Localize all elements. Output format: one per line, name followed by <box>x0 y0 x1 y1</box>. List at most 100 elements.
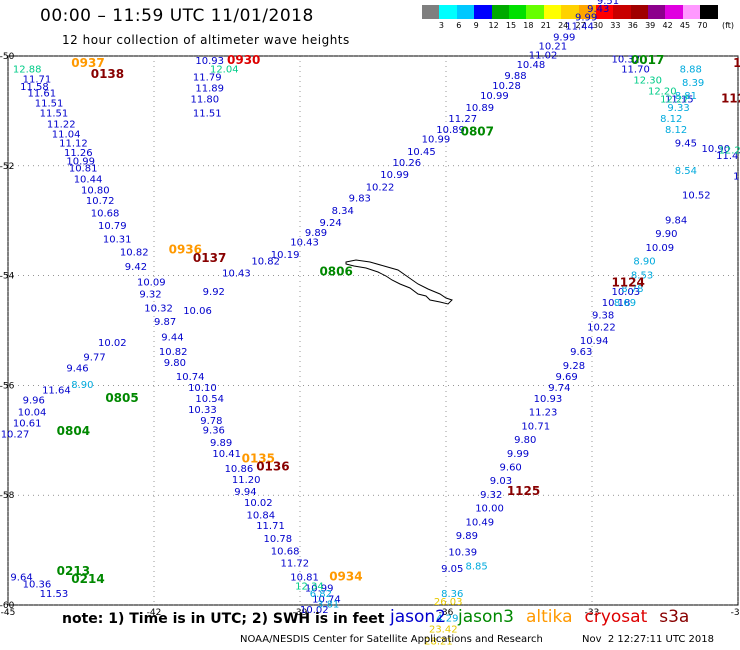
wave-height-label: 26.03 <box>434 597 463 608</box>
wave-height-label: 9.87 <box>154 317 176 328</box>
wave-height-label: 23.42 <box>429 624 458 635</box>
wave-height-label: 10.90 <box>702 144 731 155</box>
color-scale-cell <box>439 5 457 19</box>
wave-height-label: 10.43 <box>222 269 251 280</box>
pass-time-label: 0136 <box>256 459 289 473</box>
color-scale-cell <box>578 5 596 19</box>
wave-height-label: 10.18 <box>602 298 631 309</box>
wave-height-label: 10.81 <box>290 572 319 583</box>
color-scale-unit: (ft) <box>722 21 735 30</box>
color-scale-label: 39 <box>645 21 656 30</box>
x-tick-label: -30 <box>731 608 740 618</box>
pass-time-label: 1124 <box>611 276 644 290</box>
wave-height-label: 10.94 <box>580 336 609 347</box>
wave-height-label: 9.69 <box>556 372 578 383</box>
wave-height-label: 9.28 <box>563 361 585 372</box>
pass-time-label: 0807 <box>461 125 494 139</box>
color-scale-label: 30 <box>592 21 604 30</box>
wave-height-label: 10.48 <box>517 60 546 71</box>
color-scale-label: 15 <box>505 21 517 30</box>
wave-height-label: 8.36 <box>441 589 463 600</box>
color-scale-label: 33 <box>610 21 621 30</box>
wave-height-label: 10.33 <box>188 405 217 416</box>
wave-height-label: 10.99 <box>480 91 509 102</box>
color-scale-cell <box>526 5 544 19</box>
color-scale-label: 21 <box>540 21 551 30</box>
pass-time-label: 0138 <box>91 67 124 81</box>
wave-height-label: 10.74 <box>312 594 341 605</box>
color-scale-cell <box>491 5 509 19</box>
pass-time-label: 0804 <box>57 424 90 438</box>
wave-height-label: 9.64 <box>10 572 32 583</box>
color-scale-cell <box>422 5 440 19</box>
pass-time-label: 113 <box>733 56 740 70</box>
wave-height-label: 12.34 <box>295 582 324 593</box>
wave-height-label: 10.78 <box>264 534 293 545</box>
wave-height-label: 9.05 <box>441 564 463 575</box>
color-scale-bar <box>422 5 718 19</box>
wave-height-label: 9.96 <box>23 396 45 407</box>
pass-time-label: 1125 <box>507 484 540 498</box>
color-scale-label: 12 <box>488 21 499 30</box>
x-tick-label: -45 <box>1 608 16 618</box>
wave-height-label: 10.72 <box>86 196 115 207</box>
wave-height-label: 10.45 <box>407 147 436 158</box>
wave-height-label: 9.38 <box>592 310 614 321</box>
wave-height-label: 11.71 <box>23 74 52 85</box>
wave-height-label: 9.46 <box>66 364 88 375</box>
color-scale-label: 24 <box>558 21 569 30</box>
wave-height-label: 10.22 <box>366 183 395 194</box>
wave-height-label: 11.61 <box>27 89 56 100</box>
chart-subtitle: 12 hour collection of altimeter wave hei… <box>62 33 350 47</box>
color-scale-label: 42 <box>662 21 673 30</box>
wave-height-label: 9.99 <box>553 33 575 44</box>
wave-height-label: 9.94 <box>234 487 256 498</box>
wave-height-label: 10.26 <box>392 158 421 169</box>
color-scale-cell <box>474 5 492 19</box>
color-scale-cell <box>613 5 631 19</box>
plot-frame <box>7 55 739 606</box>
wave-height-label: 9.36 <box>203 426 225 437</box>
wave-height-label: 10.10 <box>188 383 217 394</box>
wave-height-label: 10.80 <box>81 185 110 196</box>
wave-height-label: 8.90 <box>71 380 93 391</box>
wave-height-label: 10.06 <box>183 306 212 317</box>
wave-height-label: 9.92 <box>203 287 225 298</box>
chart-title: 00:00 – 11:59 UTC 11/01/2018 <box>40 6 314 26</box>
wave-height-label: 9.63 <box>570 347 592 358</box>
wave-height-label: 8.78 <box>621 284 643 295</box>
wave-height-label: 10.21 <box>538 41 567 52</box>
wave-height-label: 9.80 <box>164 358 186 369</box>
wave-height-label: 10.84 <box>246 510 275 521</box>
pass-time-label: 0930 <box>227 53 260 67</box>
wave-height-label: 8.12 <box>660 114 682 125</box>
wave-height-label: 11.72 <box>281 559 310 570</box>
wave-height-label: 12.04 <box>210 64 239 75</box>
color-scale-cell <box>700 5 718 19</box>
wave-height-label: 11.80 <box>191 95 220 106</box>
color-scale-label: 36 <box>627 21 638 30</box>
color-scale-labels: 3 6 9 12 15 18 21 24 27 30 33 36 39 42 45 70 <box>422 21 736 33</box>
wave-height-label: 10.41 <box>212 449 241 460</box>
credit-timestamp: Nov 2 12:27:11 UTC 2018 <box>582 634 714 645</box>
wave-height-label: 8.34 <box>332 206 354 217</box>
legend-entry-s3a: s3a <box>659 607 690 627</box>
wave-height-label: 11.53 <box>40 589 69 600</box>
color-scale-cell <box>648 5 666 19</box>
pass-time-label: 0213 <box>57 564 90 578</box>
wave-height-label: 9.60 <box>500 462 522 473</box>
wave-height-label: 10.68 <box>271 546 300 557</box>
color-scale-cell <box>543 5 562 19</box>
wave-height-label: 8.85 <box>465 561 487 572</box>
pass-time-label: 0934 <box>329 569 362 583</box>
wave-height-label: 10.61 <box>13 419 42 430</box>
wave-height-label: 11.26 <box>64 148 93 159</box>
wave-height-label: 8.39 <box>682 78 704 89</box>
wave-height-label: 10.44 <box>74 174 103 185</box>
wave-height-label: 8.54 <box>675 166 697 177</box>
y-tick-label: -54 <box>0 272 15 282</box>
wave-height-label: 10.86 <box>225 464 254 475</box>
wave-height-label: 9.32 <box>139 290 161 301</box>
wave-height-label: 10.43 <box>290 237 319 248</box>
wave-height-label: 9.33 <box>667 103 689 114</box>
